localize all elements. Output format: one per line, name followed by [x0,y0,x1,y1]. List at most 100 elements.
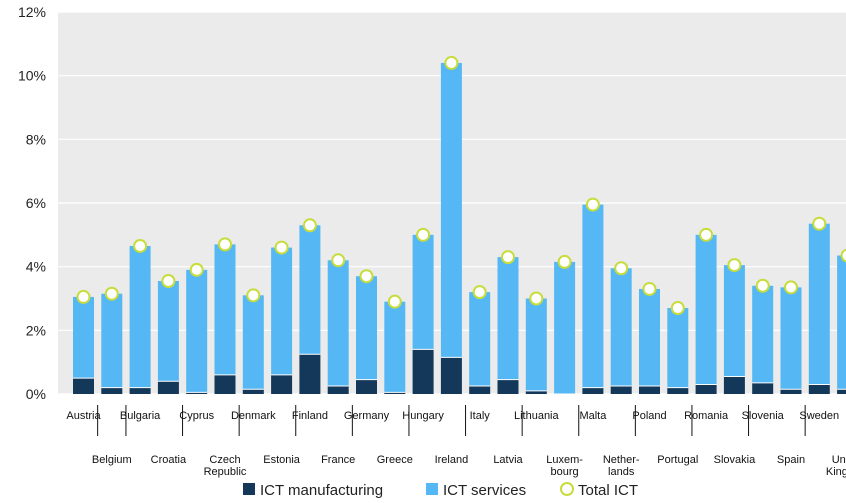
bar-ict-services [752,285,774,383]
bar-ict-manufacturing [469,386,491,394]
bar-ict-services [214,244,236,375]
x-tick-label: Luxem- [546,454,583,466]
x-tick-label: Romania [684,410,729,422]
bar-ict-manufacturing [808,384,830,394]
bars [73,62,846,395]
total-markers [76,55,846,316]
total-ict-marker [840,248,846,263]
bar-ict-manufacturing [412,349,434,394]
legend-label-ict-services: ICT services [443,482,526,499]
bar-ict-services [723,265,745,377]
total-ict-marker [359,269,374,284]
x-tick-label: Austria [66,410,101,422]
bar-ict-manufacturing [214,374,236,394]
total-ict-marker [529,291,544,306]
total-ict-marker [104,286,119,301]
x-tick-label: Sweden [799,410,839,422]
bar-ict-services [327,260,349,387]
legend-label-total-ict: Total ICT [578,482,638,499]
x-axis-ticks: Austria Belgium Bulgaria Croatia Cyprus Czech… [66,405,846,478]
bar-ict-manufacturing [440,357,462,394]
x-tick-label: Czech [209,454,240,466]
bar-ict-services [101,293,123,388]
bar-ict-manufacturing [582,387,604,394]
x-tick-label: Poland [632,410,666,422]
y-tick-label: 12% [18,4,46,20]
bar-ict-services [837,255,846,390]
bar-ict-manufacturing [752,382,774,394]
y-tick-label: 0% [26,386,46,402]
bar-ict-services [582,204,604,388]
total-ict-marker [642,281,657,296]
total-ict-marker [133,238,148,253]
total-ict-marker [444,55,459,70]
legend-swatch-ict-manufacturing [243,483,255,495]
bar-ict-services [695,234,717,385]
bar-ict-manufacturing [242,389,264,394]
bar-ict-manufacturing [639,386,660,394]
x-tick-label: France [321,454,355,466]
x-tick-label: bourg [551,466,579,478]
total-ict-marker [416,227,431,242]
bar-ict-services [129,245,151,388]
bar-ict-services [299,225,321,355]
total-ict-marker [331,253,346,268]
x-tick-label: Cyprus [179,410,214,422]
bar-ict-manufacturing [271,374,293,394]
x-tick-label: Greece [377,454,413,466]
bar-ict-services [271,247,293,375]
legend: ICT manufacturing ICT services Total ICT [243,482,638,499]
y-tick-label: 4% [26,259,46,275]
bar-ict-services [440,62,462,358]
bar-ict-services [157,280,179,382]
x-tick-label: Croatia [151,454,187,466]
x-tick-label: Denmark [231,410,276,422]
bar-ict-manufacturing [695,384,717,394]
bar-ict-services [610,268,632,387]
bar-ict-manufacturing [780,389,802,394]
y-tick-label: 6% [26,195,46,211]
y-axis-ticks: 0% 2% 4% 6% 8% 10% 12% [18,4,46,402]
bar-ict-services [412,234,434,350]
x-tick-label: Hungary [402,410,444,422]
bar-ict-services [356,276,377,380]
bar-ict-services [808,223,830,385]
x-tick-label: Finland [292,410,328,422]
bar-ict-manufacturing [667,387,689,394]
legend-swatch-ict-services [426,483,438,495]
bar-ict-manufacturing [186,392,208,394]
total-ict-marker [784,280,798,295]
total-ict-marker [670,301,685,316]
legend-marker-total-ict [560,482,574,496]
y-tick-label: 2% [26,322,46,338]
y-tick-label: 8% [26,131,46,147]
x-tick-label: Slovenia [742,410,785,422]
bar-ict-manufacturing [129,387,151,394]
total-ict-marker [501,250,515,265]
bar-ict-manufacturing [73,378,94,394]
bar-ict-services [497,257,519,380]
bar-ict-services [469,292,491,387]
bar-ict-services [780,287,802,390]
x-tick-label: Belgium [92,454,132,466]
bar-ict-manufacturing [497,379,519,394]
x-tick-label: Malta [579,410,607,422]
total-ict-marker [472,285,487,300]
total-ict-marker [812,216,827,231]
x-tick-label: Republic [204,466,247,478]
bar-ict-services [73,296,94,379]
legend-label-ict-manufacturing: ICT manufacturing [260,482,383,499]
bar-ict-manufacturing [356,379,377,394]
x-tick-label: Portugal [657,454,698,466]
total-ict-marker [387,294,402,309]
bar-ict-services [525,298,547,391]
bar-ict-services [186,269,208,393]
total-ict-marker [727,258,742,273]
x-tick-label: Nether- [603,454,640,466]
x-tick-label: Kingdom [826,466,846,478]
x-tick-label: Germany [344,410,390,422]
bar-ict-manufacturing [157,381,179,394]
total-ict-marker [76,289,91,304]
bar-ict-services [384,301,406,393]
